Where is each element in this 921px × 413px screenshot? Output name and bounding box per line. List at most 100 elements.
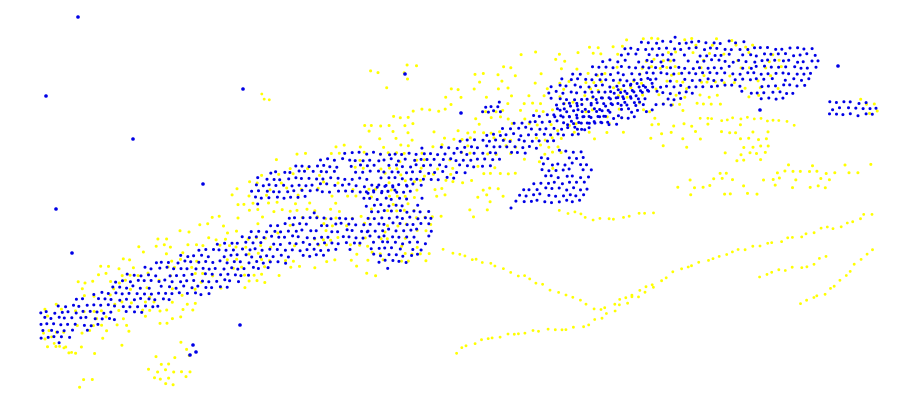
point: [613, 302, 617, 306]
point: [819, 177, 823, 180]
point: [522, 188, 526, 192]
point: [436, 153, 440, 157]
point: [519, 108, 522, 112]
point: [823, 292, 827, 296]
point: [660, 132, 664, 136]
point: [244, 240, 248, 244]
point: [449, 157, 453, 161]
point: [641, 65, 645, 69]
point: [396, 159, 400, 163]
point: [296, 235, 300, 239]
point: [186, 255, 190, 259]
point: [461, 158, 465, 162]
point: [423, 174, 426, 178]
point: [552, 139, 556, 143]
point: [151, 305, 155, 309]
point: [39, 311, 43, 315]
point: [298, 222, 302, 226]
point: [758, 108, 762, 112]
point: [854, 106, 858, 110]
point: [704, 41, 708, 45]
point: [513, 145, 517, 149]
point: [643, 211, 646, 215]
point: [543, 138, 547, 142]
point: [261, 261, 265, 265]
point: [547, 169, 551, 173]
point: [368, 234, 372, 238]
point: [279, 181, 283, 185]
point: [286, 229, 290, 233]
point: [723, 83, 727, 87]
point: [506, 86, 510, 90]
point: [613, 309, 617, 313]
point: [749, 53, 753, 57]
point: [592, 107, 596, 111]
point: [167, 376, 171, 380]
point: [637, 295, 640, 299]
point: [385, 237, 389, 241]
point: [741, 66, 745, 70]
point: [478, 80, 482, 84]
point: [783, 169, 787, 173]
point: [572, 186, 576, 190]
point: [308, 189, 312, 193]
point: [200, 253, 204, 257]
point: [475, 146, 479, 150]
point: [540, 120, 544, 124]
point: [664, 276, 668, 280]
point: [695, 101, 699, 105]
point: [599, 308, 603, 311]
point: [591, 51, 595, 55]
point: [222, 255, 226, 259]
point: [579, 188, 582, 192]
point: [844, 274, 848, 277]
point: [190, 265, 194, 269]
point: [565, 174, 569, 178]
point: [584, 77, 588, 81]
point: [180, 370, 183, 374]
point: [650, 60, 654, 64]
point: [444, 95, 448, 99]
point: [374, 274, 378, 278]
point: [568, 180, 571, 184]
point: [781, 71, 785, 75]
point: [197, 260, 201, 264]
point: [115, 323, 119, 327]
point: [256, 202, 260, 206]
point: [666, 97, 670, 101]
point: [259, 255, 262, 259]
point: [414, 163, 418, 167]
point: [392, 114, 396, 118]
point: [62, 346, 66, 350]
point: [763, 64, 766, 68]
point: [805, 52, 809, 56]
point: [197, 248, 201, 252]
point: [798, 53, 802, 57]
point: [594, 73, 598, 77]
point: [349, 258, 353, 262]
point: [698, 93, 702, 97]
point: [661, 91, 665, 95]
point: [328, 190, 331, 194]
point: [579, 298, 582, 302]
point: [44, 94, 48, 98]
point: [204, 260, 208, 263]
point: [359, 163, 362, 167]
point: [460, 346, 464, 349]
point: [396, 224, 400, 228]
point: [388, 194, 391, 198]
point: [405, 63, 409, 67]
point: [427, 234, 431, 238]
point: [654, 87, 658, 91]
point: [771, 178, 775, 181]
point: [132, 298, 136, 302]
point: [329, 217, 333, 221]
point: [335, 165, 339, 169]
point: [79, 345, 83, 349]
point: [432, 157, 436, 161]
point: [46, 345, 49, 349]
point: [647, 66, 651, 70]
point: [547, 145, 551, 149]
point: [403, 179, 407, 183]
point: [226, 272, 230, 276]
